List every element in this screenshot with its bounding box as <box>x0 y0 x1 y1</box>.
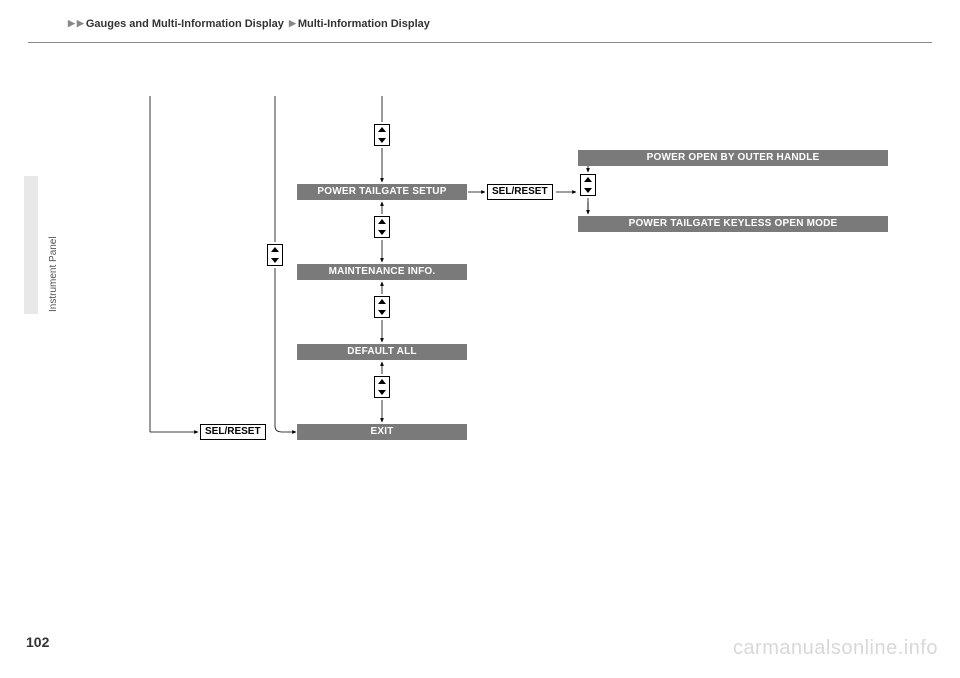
chevron-icon: ▶ <box>68 18 75 29</box>
sel-reset-right: SEL/RESET <box>487 184 553 200</box>
menu-power-tailgate-keyless: POWER TAILGATE KEYLESS OPEN MODE <box>578 216 888 232</box>
updown-icon <box>374 296 390 318</box>
breadcrumb: ▶▶Gauges and Multi-Information Display ▶… <box>68 18 430 30</box>
menu-power-tailgate-setup: POWER TAILGATE SETUP <box>297 184 467 200</box>
updown-icon <box>267 244 283 266</box>
breadcrumb-seg1: Gauges and Multi-Information Display <box>86 18 284 30</box>
menu-diagram: POWER TAILGATE SETUP MAINTENANCE INFO. D… <box>0 94 960 464</box>
header-rule <box>28 42 932 43</box>
updown-icon <box>580 174 596 196</box>
menu-exit: EXIT <box>297 424 467 440</box>
breadcrumb-seg2: Multi-Information Display <box>298 18 430 30</box>
page-number: 102 <box>26 634 49 650</box>
watermark: carmanualsonline.info <box>733 637 938 660</box>
menu-maintenance-info: MAINTENANCE INFO. <box>297 264 467 280</box>
updown-icon <box>374 124 390 146</box>
sel-reset-bottom: SEL/RESET <box>200 424 266 440</box>
updown-icon <box>374 216 390 238</box>
chevron-icon: ▶ <box>77 18 84 29</box>
menu-power-open-outer: POWER OPEN BY OUTER HANDLE <box>578 150 888 166</box>
chevron-icon: ▶ <box>289 18 296 29</box>
menu-default-all: DEFAULT ALL <box>297 344 467 360</box>
updown-icon <box>374 376 390 398</box>
